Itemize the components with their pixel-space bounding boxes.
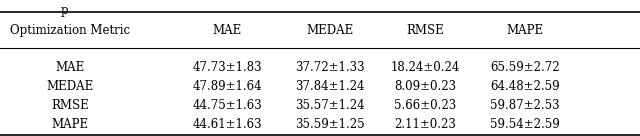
Text: 37.72±1.33: 37.72±1.33 bbox=[295, 61, 364, 74]
Text: 8.09±0.23: 8.09±0.23 bbox=[394, 80, 457, 93]
Text: 59.87±2.53: 59.87±2.53 bbox=[490, 99, 559, 112]
Text: 37.84±1.24: 37.84±1.24 bbox=[295, 80, 364, 93]
Text: RMSE: RMSE bbox=[407, 24, 444, 37]
Text: 47.73±1.83: 47.73±1.83 bbox=[193, 61, 262, 74]
Text: 18.24±0.24: 18.24±0.24 bbox=[391, 61, 460, 74]
Text: 64.48±2.59: 64.48±2.59 bbox=[490, 80, 559, 93]
Text: MEDAE: MEDAE bbox=[47, 80, 94, 93]
Text: 35.57±1.24: 35.57±1.24 bbox=[295, 99, 364, 112]
Text: Optimization Metric: Optimization Metric bbox=[10, 24, 130, 37]
Text: p: p bbox=[61, 4, 68, 17]
Text: 2.11±0.23: 2.11±0.23 bbox=[395, 118, 456, 131]
Text: MAE: MAE bbox=[56, 61, 85, 74]
Text: RMSE: RMSE bbox=[52, 99, 89, 112]
Text: MEDAE: MEDAE bbox=[306, 24, 353, 37]
Text: 5.66±0.23: 5.66±0.23 bbox=[394, 99, 457, 112]
Text: 65.59±2.72: 65.59±2.72 bbox=[490, 61, 559, 74]
Text: 35.59±1.25: 35.59±1.25 bbox=[295, 118, 364, 131]
Text: 47.89±1.64: 47.89±1.64 bbox=[193, 80, 262, 93]
Text: MAPE: MAPE bbox=[506, 24, 543, 37]
Text: 44.61±1.63: 44.61±1.63 bbox=[193, 118, 262, 131]
Text: MAPE: MAPE bbox=[52, 118, 89, 131]
Text: 59.54±2.59: 59.54±2.59 bbox=[490, 118, 559, 131]
Text: 44.75±1.63: 44.75±1.63 bbox=[193, 99, 262, 112]
Text: MAE: MAE bbox=[212, 24, 242, 37]
